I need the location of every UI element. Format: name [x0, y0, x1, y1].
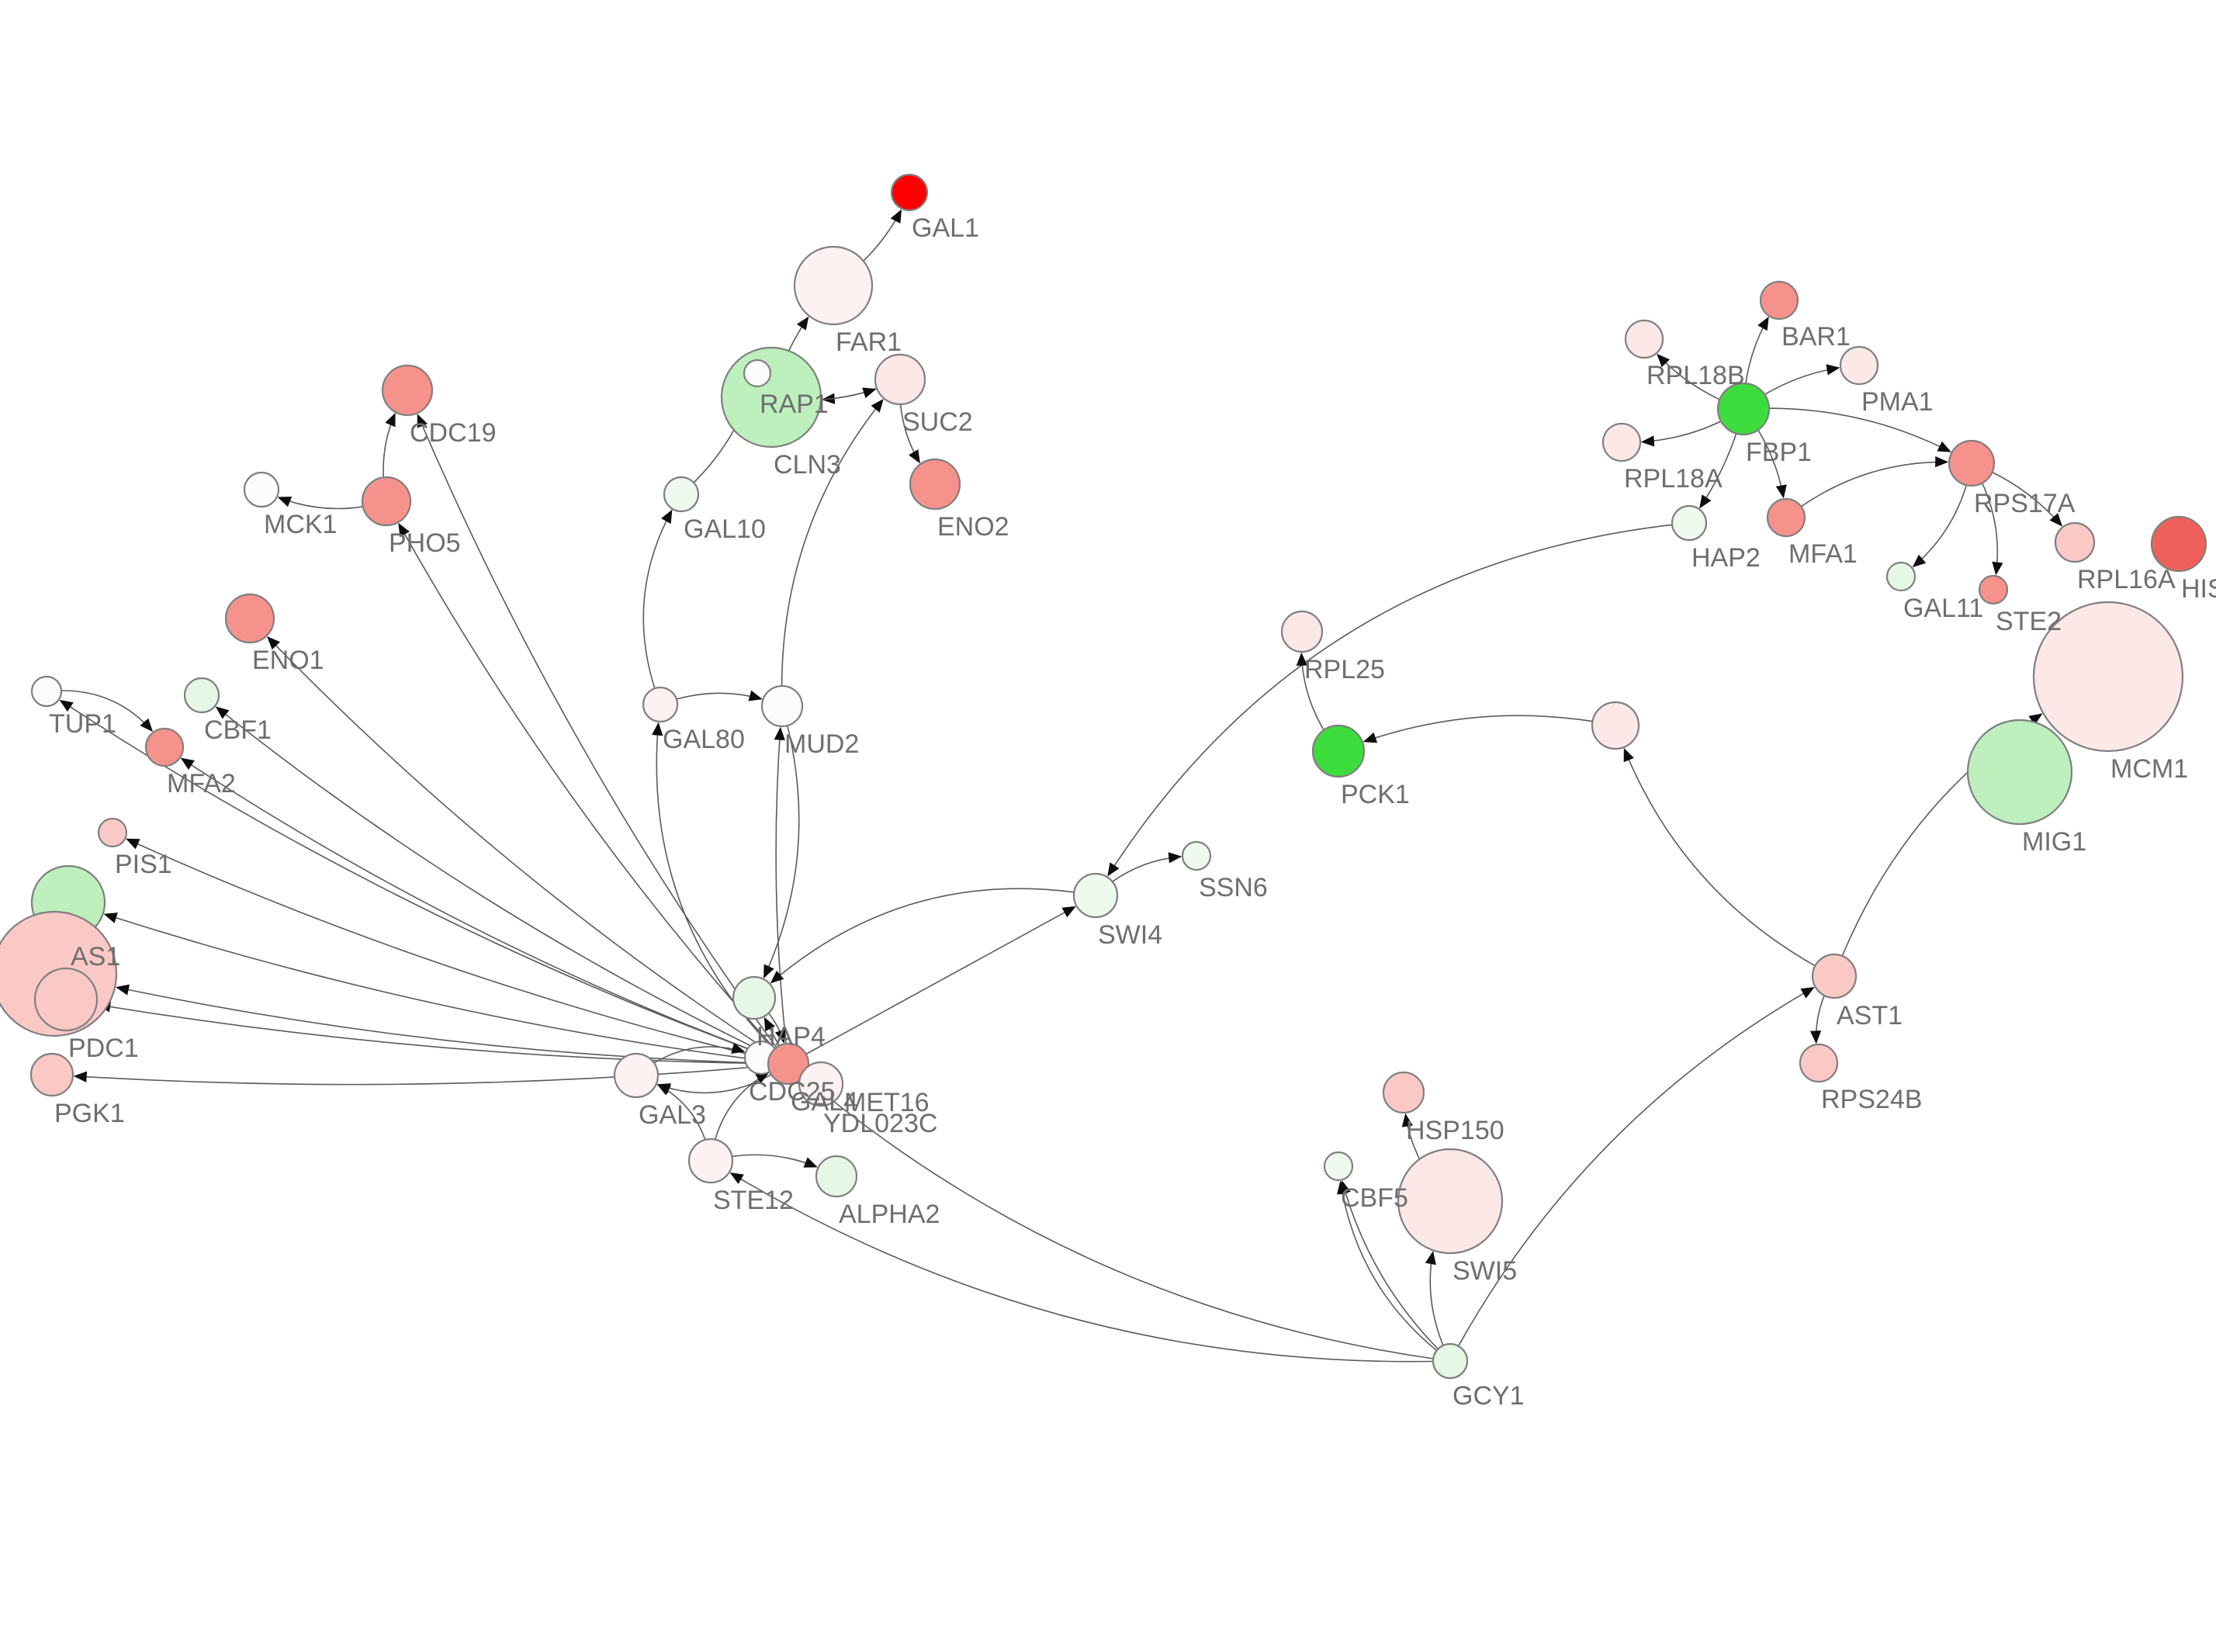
svg-text:HAP2: HAP2: [1691, 543, 1761, 573]
svg-text:CDC19: CDC19: [410, 418, 496, 448]
svg-text:ENO2: ENO2: [937, 512, 1009, 542]
svg-text:MFA2: MFA2: [167, 769, 236, 798]
svg-text:GAL11: GAL11: [1903, 594, 1983, 623]
svg-text:PGK1: PGK1: [54, 1099, 125, 1128]
svg-text:CDC25: CDC25: [749, 1077, 835, 1107]
svg-text:CLN3: CLN3: [774, 450, 841, 480]
svg-text:BAR1: BAR1: [1781, 322, 1851, 352]
svg-text:ALPHA2: ALPHA2: [839, 1200, 940, 1229]
svg-text:GCY1: GCY1: [1453, 1381, 1525, 1411]
svg-text:SUC2: SUC2: [902, 407, 973, 437]
svg-text:MUD2: MUD2: [784, 729, 859, 759]
svg-text:ENO1: ENO1: [252, 646, 324, 675]
svg-text:STE2: STE2: [1996, 607, 2062, 636]
svg-text:CBF1: CBF1: [204, 715, 272, 745]
svg-text:PIS1: PIS1: [115, 850, 172, 879]
svg-text:CBF5: CBF5: [1341, 1183, 1408, 1213]
svg-text:TUP1: TUP1: [49, 709, 116, 739]
svg-text:RAP1: RAP1: [760, 390, 829, 419]
svg-text:PDC1: PDC1: [68, 1034, 139, 1063]
svg-text:RPL18B: RPL18B: [1646, 361, 1745, 390]
svg-text:FAR1: FAR1: [836, 327, 902, 357]
svg-text:RPL25: RPL25: [1304, 655, 1385, 684]
svg-text:HIS4: HIS4: [2181, 574, 2216, 604]
svg-text:MIG1: MIG1: [2022, 827, 2086, 857]
svg-text:AST1: AST1: [1837, 1001, 1903, 1030]
svg-text:STE12: STE12: [713, 1186, 794, 1215]
svg-text:SWI5: SWI5: [1453, 1256, 1517, 1286]
svg-text:RPS17A: RPS17A: [1974, 489, 2076, 518]
svg-text:HSP150: HSP150: [1406, 1116, 1504, 1145]
svg-text:PMA1: PMA1: [1861, 387, 1934, 417]
svg-text:MFA1: MFA1: [1788, 539, 1858, 569]
svg-text:RPL16A: RPL16A: [2077, 565, 2176, 594]
svg-text:GAL3: GAL3: [639, 1100, 706, 1130]
svg-text:GAL1: GAL1: [912, 213, 979, 243]
svg-text:SSN6: SSN6: [1199, 873, 1268, 902]
svg-text:GAL80: GAL80: [663, 725, 745, 754]
svg-text:PCK1: PCK1: [1341, 780, 1410, 809]
svg-text:SWI4: SWI4: [1098, 920, 1162, 950]
svg-text:HAP4: HAP4: [757, 1022, 826, 1051]
svg-text:MCM1: MCM1: [2110, 754, 2188, 784]
svg-text:MET16: MET16: [844, 1088, 930, 1117]
svg-text:AS1: AS1: [71, 942, 120, 971]
svg-text:PHO5: PHO5: [389, 528, 461, 558]
svg-text:RPS24B: RPS24B: [1821, 1085, 1922, 1114]
svg-text:MCK1: MCK1: [264, 510, 337, 539]
svg-text:RPL18A: RPL18A: [1624, 464, 1723, 494]
svg-text:GAL10: GAL10: [684, 514, 766, 544]
svg-text:FBP1: FBP1: [1746, 438, 1812, 467]
